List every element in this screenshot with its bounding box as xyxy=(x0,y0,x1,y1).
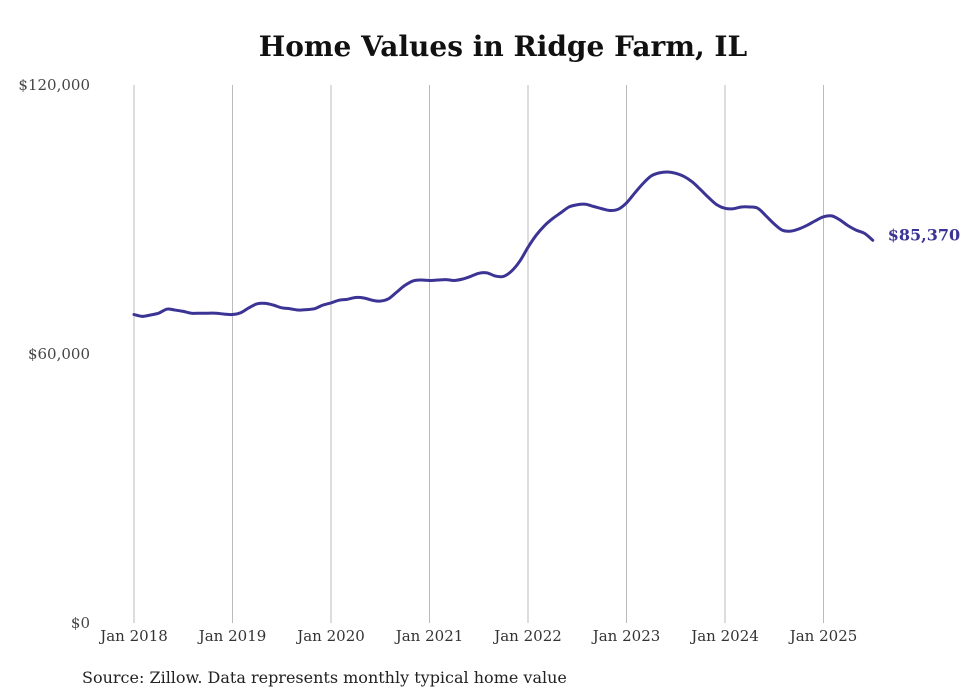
x-tick-label: Jan 2018 xyxy=(98,627,168,645)
x-tick-label: Jan 2022 xyxy=(492,627,562,645)
x-tick-label: Jan 2021 xyxy=(394,627,464,645)
grid-lines xyxy=(133,85,824,623)
y-tick-label: $120,000 xyxy=(18,76,90,94)
end-label-layer: $85,370 xyxy=(888,225,960,244)
x-axis-ticks: Jan 2018 Jan 2019 Jan 2020 Jan 2021 Jan 2022… xyxy=(98,627,857,645)
x-tick-label: Jan 2020 xyxy=(295,627,365,645)
x-tick-label: Jan 2023 xyxy=(591,627,661,645)
x-tick-label: Jan 2024 xyxy=(689,627,759,645)
y-tick-label: $0 xyxy=(71,614,90,632)
series-layer xyxy=(132,170,875,318)
x-tick-label: Jan 2019 xyxy=(197,627,267,645)
y-tick-label: $60,000 xyxy=(28,345,90,363)
chart-title: Home Values in Ridge Farm, IL xyxy=(258,30,748,63)
x-tick-label: Jan 2025 xyxy=(788,627,858,645)
y-axis-ticks: $0 $60,000 $120,000 xyxy=(18,76,90,632)
series-line xyxy=(132,170,875,318)
end-value-label: $85,370 xyxy=(888,225,960,244)
source-note: Source: Zillow. Data represents monthly … xyxy=(82,668,567,687)
